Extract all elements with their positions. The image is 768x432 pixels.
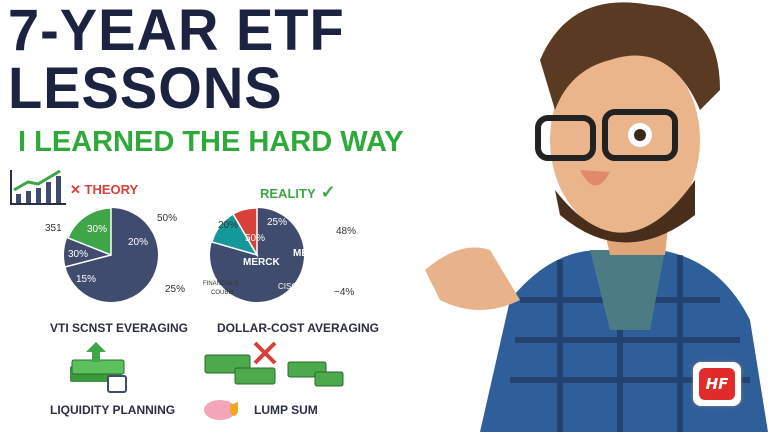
pie-label: ~4%	[334, 287, 355, 298]
piggy-bank-icon	[204, 400, 236, 420]
liquidity-caption: LIQUIDITY PLANNING	[50, 403, 176, 417]
pie-label: CISCO	[278, 282, 304, 291]
pie-label: FINANCIALS	[203, 281, 239, 287]
raised-hand	[425, 247, 520, 310]
lump-sum-caption: LUMP SUM	[254, 403, 318, 417]
reality-pie-chart	[210, 207, 304, 302]
reality-pie-teal	[211, 212, 259, 257]
hair	[540, 2, 720, 111]
cartoon-man-illustration	[425, 2, 768, 432]
face	[550, 45, 700, 235]
pie-label: MERCK	[293, 248, 330, 259]
pie-label: COUBIB	[211, 290, 235, 296]
theory-caption: VTI SCNST EVERAGING	[50, 321, 189, 335]
x-icon: ✕	[70, 182, 85, 197]
pie-label: 30%	[68, 249, 89, 260]
pie-label: 48%	[336, 226, 357, 237]
pie-label: 50%	[245, 233, 266, 244]
pie-label: 30%	[87, 224, 108, 235]
growth-chart-icon	[10, 170, 66, 205]
theory-pie-green	[67, 207, 112, 257]
theory-pie-chart	[64, 207, 158, 302]
lump-sum-icons	[204, 341, 344, 420]
x-icon	[253, 341, 277, 365]
reality-header: REALITY ✓	[260, 182, 336, 202]
pie-label: 15%	[76, 274, 97, 285]
title-line-2: LESSONS	[8, 54, 283, 121]
pie-label: 25%	[165, 284, 186, 295]
glasses	[535, 115, 596, 161]
checkmark-icon: ✓	[315, 182, 336, 202]
pie-label: MERCK	[243, 257, 280, 268]
pie-label: 351	[45, 223, 62, 234]
pie-label: 25%	[267, 217, 288, 228]
reality-caption: DOLLAR-COST AVERAGING	[217, 321, 379, 335]
hf-logo: HF	[693, 362, 741, 406]
theory-header: ✕ THEORY	[70, 182, 139, 197]
title-line-1: 7-YEAR ETF	[8, 0, 345, 63]
pie-label: 50%	[157, 213, 178, 224]
pie-label: 20%	[218, 220, 239, 231]
subtitle: I LEARNED THE HARD WAY	[18, 126, 404, 158]
pie-label: 20%	[128, 237, 149, 248]
cash-stack-icon	[70, 342, 127, 393]
